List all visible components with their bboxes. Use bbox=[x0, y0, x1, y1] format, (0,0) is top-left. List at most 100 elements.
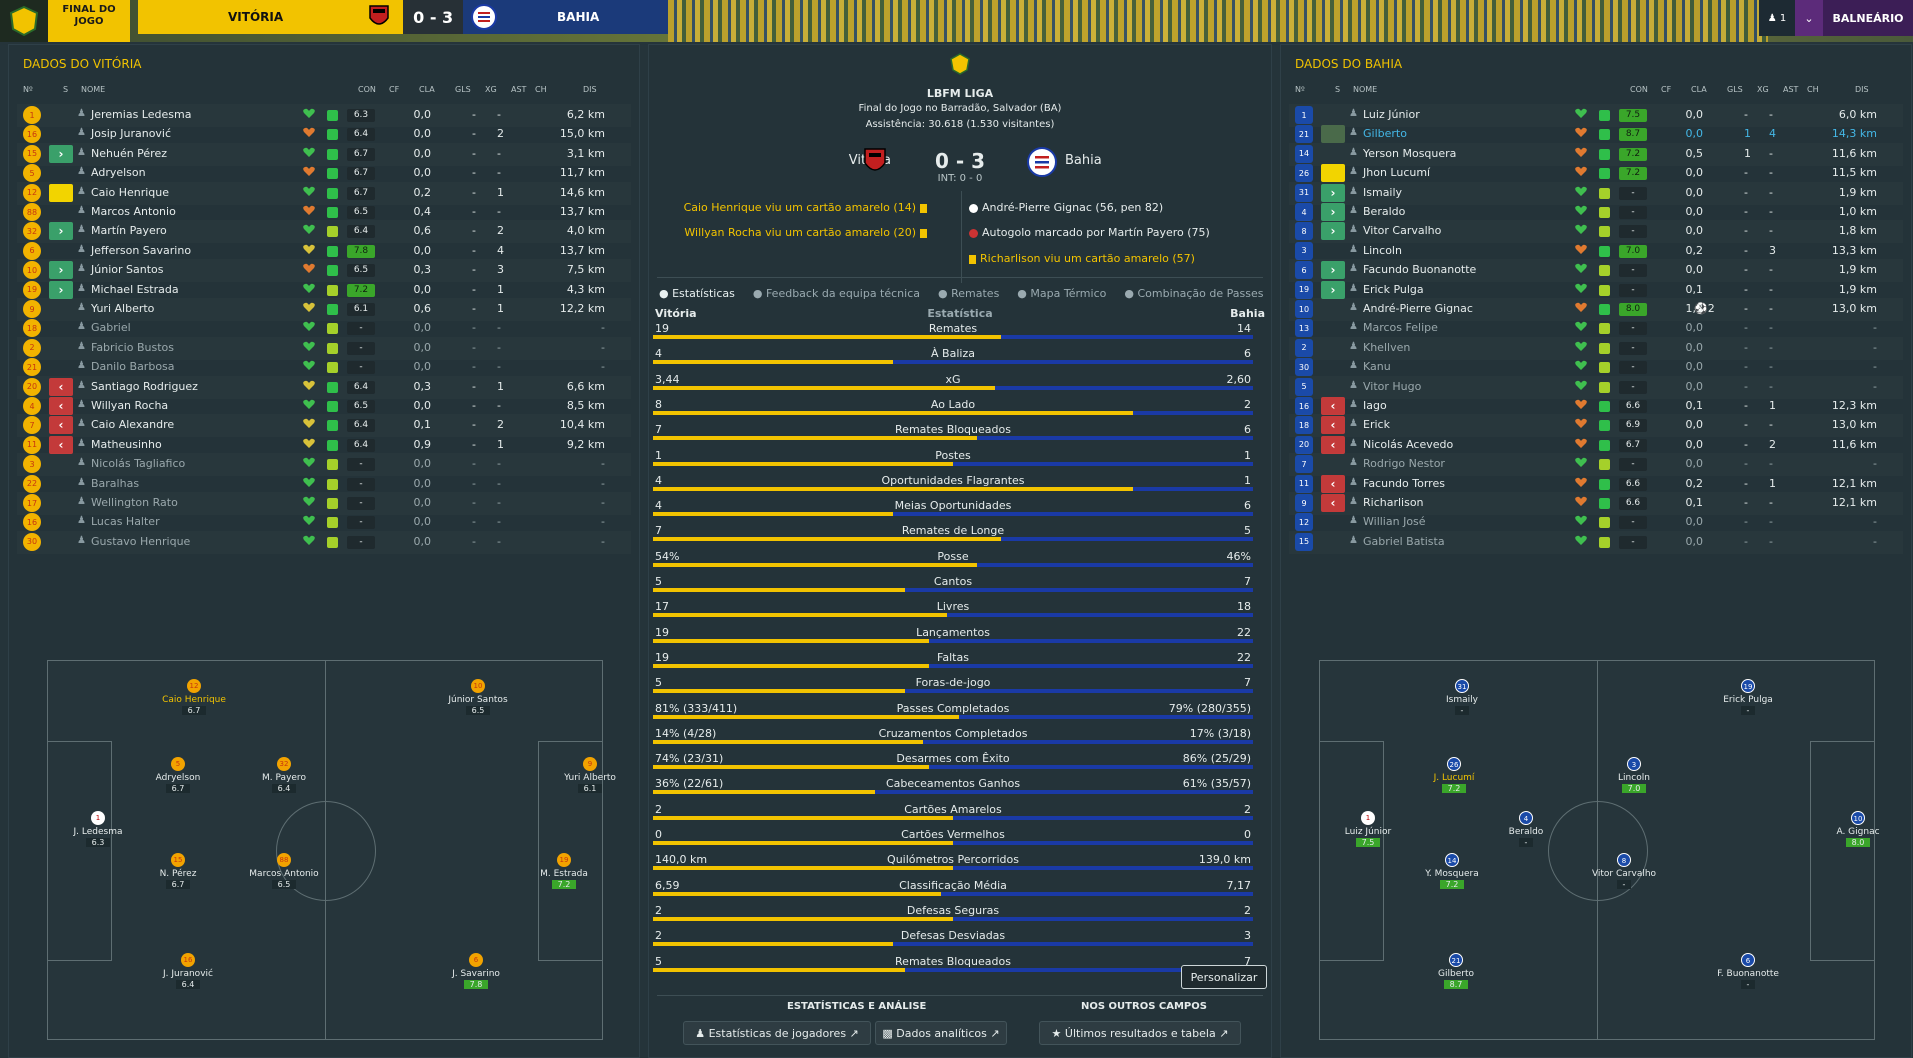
player-name[interactable]: Jeremias Ledesma bbox=[91, 108, 192, 121]
player-name[interactable]: Martín Payero bbox=[91, 224, 167, 238]
player-name[interactable]: Lucas Halter bbox=[91, 515, 160, 529]
tab-statistics[interactable]: ● Estatísticas bbox=[659, 287, 735, 300]
player-row[interactable]: 7 ♟ Rodrigo Nestor - 0,0 - - - bbox=[1289, 453, 1903, 476]
player-name[interactable]: Gabriel bbox=[91, 321, 131, 335]
col-con[interactable]: CON bbox=[1630, 85, 1648, 94]
col-xg[interactable]: XG bbox=[485, 85, 497, 94]
user-count[interactable]: ♟ 1 bbox=[1759, 0, 1795, 36]
col-name[interactable]: NOME bbox=[81, 85, 106, 94]
player-row[interactable]: 4 › ♟ Beraldo - 0,0 - - 1,0 km bbox=[1289, 201, 1903, 224]
player-name[interactable]: Richarlison bbox=[1363, 496, 1424, 509]
player-row[interactable]: 32 › ♟ Martín Payero 6.4 0,6 - 2 4,0 km bbox=[17, 220, 631, 243]
player-row[interactable]: 20 ‹ ♟ Santiago Rodriguez 6.4 0,3 - 1 6,6 km bbox=[17, 376, 631, 399]
player-row[interactable]: 1 ♟ Luiz Júnior 7.5 0,0 - - 6,0 km bbox=[1289, 104, 1903, 127]
player-name[interactable]: Yuri Alberto bbox=[91, 302, 155, 315]
player-row[interactable]: 9 ‹ ♟ Richarlison 6.6 0,1 - - 12,1 km bbox=[1289, 492, 1903, 515]
pitch-player[interactable]: 5 Adryelson 6.7 bbox=[133, 757, 223, 794]
player-name[interactable]: Lincoln bbox=[1363, 243, 1402, 257]
player-row[interactable]: 11 ‹ ♟ Matheusinho 6.4 0,9 - 1 9,2 km bbox=[17, 434, 631, 457]
pitch-player[interactable]: 19 Erick Pulga - bbox=[1703, 679, 1793, 716]
player-name[interactable]: Marcos Felipe bbox=[1363, 321, 1438, 335]
player-row[interactable]: 11 ‹ ♟ Facundo Torres 6.6 0,2 - 1 12,1 km bbox=[1289, 473, 1903, 496]
player-row[interactable]: 30 ♟ Kanu - 0,0 - - - bbox=[1289, 356, 1903, 379]
player-stats-button[interactable]: ♟ Estatísticas de jogadores ↗ bbox=[683, 1021, 871, 1045]
customize-button[interactable]: Personalizar bbox=[1181, 965, 1267, 989]
results-button[interactable]: ★ Últimos resultados e tabela ↗ bbox=[1039, 1021, 1241, 1045]
pitch-player[interactable]: 1 J. Ledesma 6.3 bbox=[53, 811, 143, 848]
player-name[interactable]: Nicolás Acevedo bbox=[1363, 437, 1454, 451]
player-row[interactable]: 2 ♟ Fabricio Bustos - 0,0 - - - bbox=[17, 337, 631, 360]
col-cla[interactable]: CLA bbox=[419, 85, 435, 94]
pitch-player[interactable]: 19 M. Estrada 7.2 bbox=[519, 853, 609, 890]
player-name[interactable]: Jhon Lucumí bbox=[1363, 166, 1431, 180]
col-gls[interactable]: GLS bbox=[455, 85, 471, 94]
player-row[interactable]: 16 ‹ ♟ Iago 6.6 0,1 - 1 12,3 km bbox=[1289, 395, 1903, 418]
player-name[interactable]: André-Pierre Gignac bbox=[1363, 302, 1473, 315]
player-row[interactable]: 12 ♟ Willian José - 0,0 - - - bbox=[1289, 511, 1903, 534]
pitch-player[interactable]: 31 Ismaily - bbox=[1417, 679, 1507, 716]
col-num[interactable]: Nº bbox=[23, 85, 33, 94]
player-name[interactable]: Nicolás Tagliafico bbox=[91, 457, 186, 471]
col-cf[interactable]: CF bbox=[389, 85, 400, 94]
player-row[interactable]: 13 ♟ Marcos Felipe - 0,0 - - - bbox=[1289, 317, 1903, 340]
player-name[interactable]: Gilberto bbox=[1363, 127, 1407, 141]
player-name[interactable]: Rodrigo Nestor bbox=[1363, 457, 1445, 471]
player-row[interactable]: 26 ♟ Jhon Lucumí 7.2 0,0 - - 11,5 km bbox=[1289, 162, 1903, 185]
game-logo[interactable] bbox=[0, 0, 48, 42]
league-name[interactable]: LBFM LIGA bbox=[926, 87, 994, 100]
player-row[interactable]: 5 ♟ Adryelson 6.7 0,0 - - 11,7 km bbox=[17, 162, 631, 185]
player-name[interactable]: Willyan Rocha bbox=[91, 399, 169, 412]
player-name[interactable]: Yerson Mosquera bbox=[1363, 146, 1457, 160]
col-ast[interactable]: AST bbox=[1783, 85, 1799, 94]
col-s[interactable]: S bbox=[1335, 85, 1341, 94]
player-name[interactable]: Facundo Torres bbox=[1363, 476, 1445, 490]
col-xg[interactable]: XG bbox=[1757, 85, 1769, 94]
player-name[interactable]: Ismaily bbox=[1363, 185, 1403, 199]
player-name[interactable]: Vitor Hugo bbox=[1363, 379, 1422, 393]
player-name[interactable]: Beraldo bbox=[1363, 205, 1406, 218]
player-row[interactable]: 3 ♟ Lincoln 7.0 0,2 - 3 13,3 km bbox=[1289, 240, 1903, 263]
player-name[interactable]: Baralhas bbox=[91, 476, 140, 490]
player-row[interactable]: 7 ‹ ♟ Caio Alexandre 6.4 0,1 - 2 10,4 km bbox=[17, 414, 631, 437]
player-name[interactable]: Gabriel Batista bbox=[1363, 534, 1445, 548]
player-name[interactable]: Erick Pulga bbox=[1363, 282, 1424, 296]
player-row[interactable]: 30 ♟ Gustavo Henrique - 0,0 - - - bbox=[17, 531, 631, 554]
player-name[interactable]: Danilo Barbosa bbox=[91, 360, 175, 374]
col-num[interactable]: Nº bbox=[1295, 85, 1305, 94]
pitch-player[interactable]: 15 N. Pérez 6.7 bbox=[133, 853, 223, 890]
pitch-player[interactable]: 14 Y. Mosquera 7.2 bbox=[1407, 853, 1497, 890]
pitch-player[interactable]: 10 A. Gignac 8.0 bbox=[1813, 811, 1903, 848]
player-name[interactable]: Facundo Buonanotte bbox=[1363, 263, 1477, 277]
player-row[interactable]: 15 › ♟ Nehuén Pérez 6.7 0,0 - - 3,1 km bbox=[17, 143, 631, 166]
player-row[interactable]: 88 ♟ Marcos Antonio 6.5 0,4 - - 13,7 km bbox=[17, 201, 631, 224]
player-name[interactable]: Luiz Júnior bbox=[1363, 108, 1420, 121]
col-s[interactable]: S bbox=[63, 85, 69, 94]
col-dis[interactable]: DIS bbox=[583, 85, 597, 94]
player-name[interactable]: Iago bbox=[1363, 399, 1387, 412]
player-row[interactable]: 10 ♟ André-Pierre Gignac 8.0 ⚽2 1,3 - - 13,0 km bbox=[1289, 298, 1903, 321]
player-name[interactable]: Fabricio Bustos bbox=[91, 340, 174, 354]
player-row[interactable]: 2 ♟ Khellven - 0,0 - - - bbox=[1289, 337, 1903, 360]
player-row[interactable]: 9 ♟ Yuri Alberto 6.1 0,6 - 1 12,2 km bbox=[17, 298, 631, 321]
player-row[interactable]: 19 › ♟ Erick Pulga - 0,1 - - 1,9 km bbox=[1289, 279, 1903, 302]
analytics-button[interactable]: ▩ Dados analíticos ↗ bbox=[875, 1021, 1007, 1045]
pitch-player[interactable]: 21 Gilberto 8.7 bbox=[1411, 953, 1501, 990]
player-row[interactable]: 3 ♟ Nicolás Tagliafico - 0,0 - - - bbox=[17, 453, 631, 476]
pitch-player[interactable]: 4 Beraldo - bbox=[1481, 811, 1571, 848]
player-name[interactable]: Caio Henrique bbox=[91, 185, 170, 199]
player-row[interactable]: 1 ♟ Jeremias Ledesma 6.3 0,0 - - 6,2 km bbox=[17, 104, 631, 127]
player-row[interactable]: 8 › ♟ Vitor Carvalho - 0,0 - - 1,8 km bbox=[1289, 220, 1903, 243]
player-row[interactable]: 18 ♟ Gabriel - 0,0 - - - bbox=[17, 317, 631, 340]
player-row[interactable]: 14 ♟ Yerson Mosquera 7.2 0,5 1 - 11,6 km bbox=[1289, 143, 1903, 166]
player-name[interactable]: Matheusinho bbox=[91, 437, 162, 451]
pitch-player[interactable]: 3 Lincoln 7.0 bbox=[1589, 757, 1679, 794]
player-name[interactable]: Gustavo Henrique bbox=[91, 534, 191, 548]
tab-passes[interactable]: ● Combinação de Passes bbox=[1124, 287, 1264, 300]
player-row[interactable]: 18 ‹ ♟ Erick 6.9 0,0 - - 13,0 km bbox=[1289, 414, 1903, 437]
col-ch[interactable]: CH bbox=[535, 85, 547, 94]
player-name[interactable]: Jefferson Savarino bbox=[91, 243, 192, 257]
player-name[interactable]: Vitor Carvalho bbox=[1363, 224, 1442, 238]
player-name[interactable]: Caio Alexandre bbox=[91, 418, 175, 432]
tab-heatmap[interactable]: ● Mapa Térmico bbox=[1017, 287, 1107, 300]
pitch-player[interactable]: 6 J. Savarino 7.8 bbox=[431, 953, 521, 990]
